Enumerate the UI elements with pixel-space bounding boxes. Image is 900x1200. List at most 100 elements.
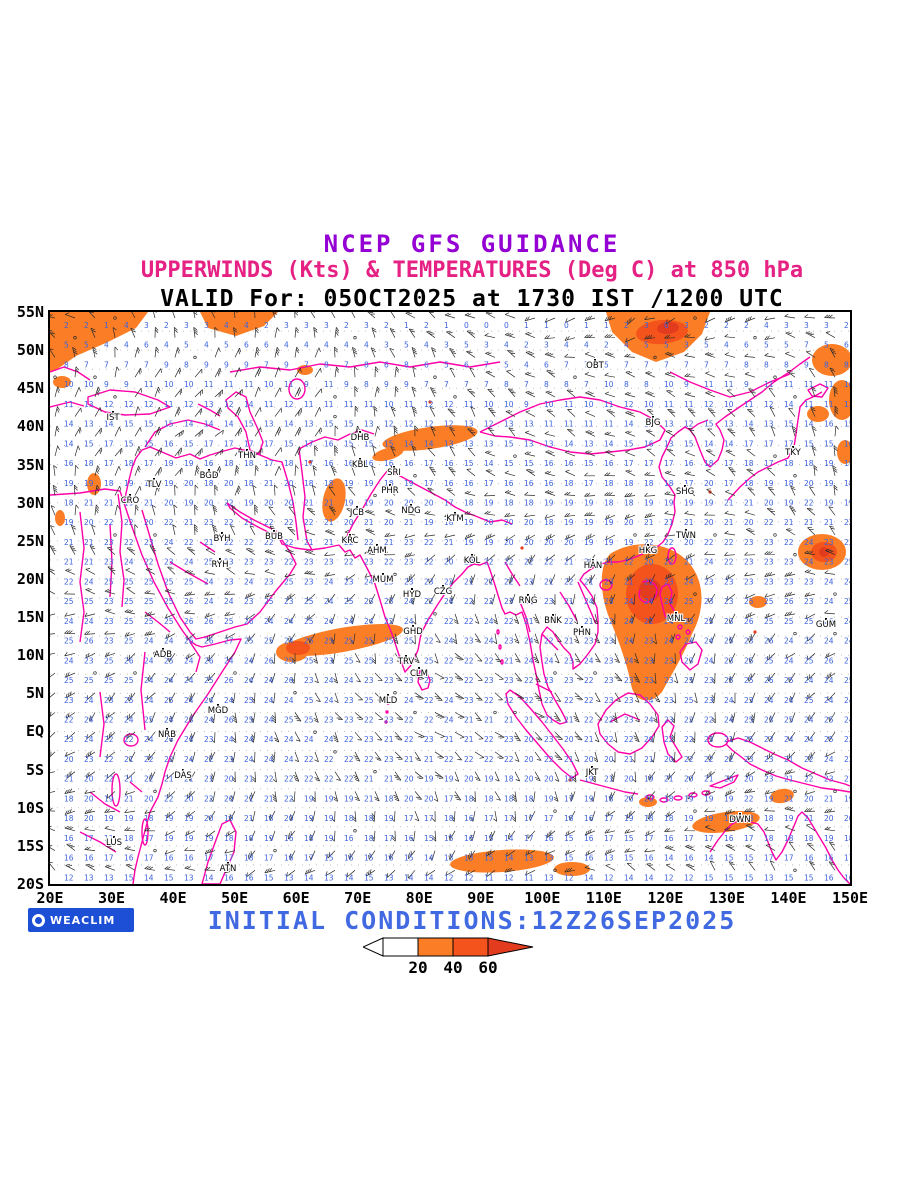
svg-text:19: 19 [304, 794, 314, 803]
svg-text:5: 5 [704, 341, 709, 350]
svg-text:24: 24 [324, 676, 334, 685]
svg-text:21: 21 [424, 755, 434, 764]
svg-text:16: 16 [444, 479, 454, 488]
svg-text:7: 7 [484, 360, 489, 369]
svg-text:14: 14 [244, 400, 254, 409]
svg-text:11: 11 [404, 400, 414, 409]
svg-text:23: 23 [244, 597, 254, 606]
svg-text:11: 11 [344, 400, 354, 409]
svg-text:13: 13 [184, 873, 194, 882]
svg-text:13: 13 [304, 420, 314, 429]
svg-text:18: 18 [64, 794, 74, 803]
svg-text:22: 22 [664, 558, 674, 567]
svg-text:18: 18 [544, 518, 554, 527]
svg-text:18: 18 [524, 499, 534, 508]
lat-label-15S: 15S [16, 836, 44, 855]
svg-text:TLV: TLV [146, 480, 162, 490]
svg-text:12: 12 [684, 873, 694, 882]
svg-text:14: 14 [584, 873, 594, 882]
svg-text:2: 2 [844, 321, 849, 330]
svg-text:TKY: TKY [784, 448, 801, 458]
svg-text:18: 18 [64, 814, 74, 823]
svg-text:24: 24 [704, 656, 714, 665]
svg-text:23: 23 [724, 577, 734, 586]
svg-text:22: 22 [464, 597, 474, 606]
svg-text:15: 15 [584, 459, 594, 468]
svg-text:24: 24 [184, 755, 194, 764]
svg-text:22: 22 [504, 696, 514, 705]
svg-text:23: 23 [604, 676, 614, 685]
svg-text:7: 7 [144, 360, 149, 369]
svg-text:20: 20 [144, 794, 154, 803]
svg-text:15: 15 [624, 834, 634, 843]
svg-text:20: 20 [804, 794, 814, 803]
logo-ring-icon [32, 913, 45, 927]
svg-text:22: 22 [504, 577, 514, 586]
svg-text:15: 15 [464, 459, 474, 468]
svg-text:20: 20 [444, 558, 454, 567]
svg-text:19: 19 [184, 814, 194, 823]
svg-text:14: 14 [284, 420, 294, 429]
wind-speed-colorbar [361, 936, 537, 958]
svg-text:19: 19 [644, 499, 654, 508]
svg-text:22: 22 [124, 538, 134, 547]
svg-text:18: 18 [804, 834, 814, 843]
svg-text:25: 25 [184, 577, 194, 586]
svg-text:19: 19 [584, 499, 594, 508]
svg-text:23: 23 [424, 577, 434, 586]
svg-text:16: 16 [544, 459, 554, 468]
svg-text:17: 17 [664, 459, 674, 468]
svg-text:3: 3 [284, 321, 289, 330]
svg-text:KRC: KRC [342, 536, 359, 546]
svg-text:23: 23 [764, 538, 774, 547]
svg-text:20: 20 [624, 794, 634, 803]
svg-text:20: 20 [804, 479, 814, 488]
svg-text:22: 22 [644, 577, 654, 586]
svg-text:9: 9 [224, 360, 229, 369]
svg-text:23: 23 [384, 755, 394, 764]
svg-text:14: 14 [624, 420, 634, 429]
svg-text:22: 22 [344, 558, 354, 567]
svg-text:18: 18 [604, 794, 614, 803]
svg-text:16: 16 [204, 459, 214, 468]
svg-text:18: 18 [644, 814, 654, 823]
svg-text:21: 21 [84, 558, 94, 567]
svg-text:23: 23 [304, 558, 314, 567]
svg-text:20: 20 [744, 775, 754, 784]
svg-text:23: 23 [384, 597, 394, 606]
svg-text:15: 15 [444, 834, 454, 843]
svg-text:13: 13 [464, 439, 474, 448]
svg-text:16: 16 [64, 834, 74, 843]
svg-text:23: 23 [644, 637, 654, 646]
colorbar-tick-20: 20 [408, 958, 428, 977]
svg-text:20: 20 [184, 794, 194, 803]
svg-text:21: 21 [84, 499, 94, 508]
svg-text:24: 24 [324, 617, 334, 626]
svg-text:21: 21 [404, 755, 414, 764]
svg-text:11: 11 [604, 400, 614, 409]
svg-text:4: 4 [364, 341, 369, 350]
svg-text:23: 23 [104, 597, 114, 606]
svg-text:20: 20 [204, 499, 214, 508]
svg-text:24: 24 [364, 577, 374, 586]
svg-text:RYH: RYH [212, 560, 229, 570]
svg-text:4: 4 [244, 321, 249, 330]
svg-text:21: 21 [404, 518, 414, 527]
svg-text:20: 20 [344, 518, 354, 527]
svg-text:19: 19 [564, 518, 574, 527]
svg-text:22: 22 [344, 538, 354, 547]
lat-label-EQ: EQ [25, 722, 44, 741]
svg-text:3: 3 [184, 321, 189, 330]
svg-text:24: 24 [364, 617, 374, 626]
svg-text:25: 25 [124, 637, 134, 646]
svg-text:16: 16 [84, 854, 94, 863]
svg-text:27: 27 [844, 656, 850, 665]
svg-text:17: 17 [144, 459, 154, 468]
svg-text:25: 25 [384, 637, 394, 646]
svg-text:14: 14 [424, 439, 434, 448]
svg-text:25: 25 [744, 716, 754, 725]
svg-text:20: 20 [464, 775, 474, 784]
svg-text:5: 5 [664, 341, 669, 350]
lon-label-120E: 120E [647, 889, 684, 907]
